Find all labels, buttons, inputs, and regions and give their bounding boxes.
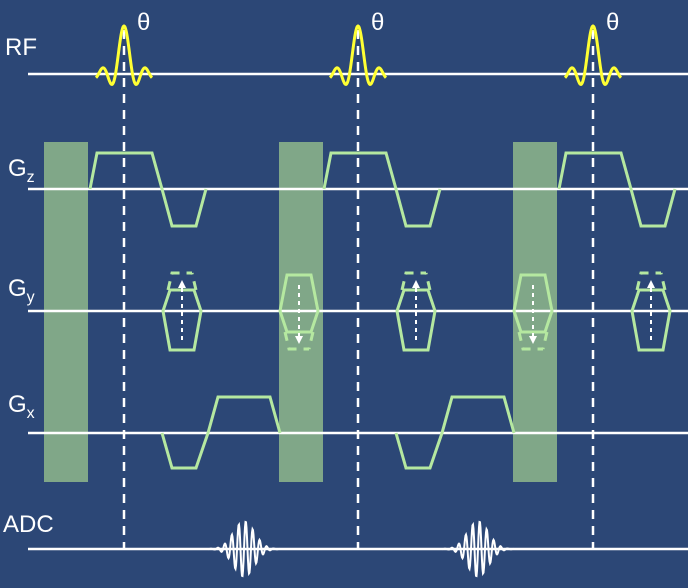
- gy-rewinder-step: [283, 331, 315, 351]
- gy-phase-encode-waveform: [161, 288, 203, 352]
- gy-phase-encode-step: [635, 271, 667, 291]
- row-label-gy: Gy: [8, 275, 35, 306]
- row-label-adc: ADC: [3, 511, 54, 538]
- adc-signals: [207, 520, 515, 578]
- flip-angle-label: θ: [606, 9, 619, 36]
- row-label-gz: Gz: [8, 155, 35, 186]
- gy-phase-encode-step: [166, 271, 198, 291]
- arrow-up-icon: [178, 280, 186, 288]
- gy-phase-encode-waveform: [395, 288, 437, 352]
- adc-echo-signal: [207, 520, 281, 578]
- arrow-down-icon: [529, 336, 537, 344]
- gz-slice-select-waveform: [322, 151, 442, 228]
- rf-pulses: [94, 24, 623, 86]
- gy-rewinder-waveform: [278, 273, 320, 334]
- arrow-up-icon: [647, 280, 655, 288]
- gradient-waveforms: [88, 151, 677, 470]
- rf-sinc-pulse: [94, 24, 154, 86]
- row-label-rf: RF: [5, 34, 37, 61]
- arrow-up-icon: [412, 280, 420, 288]
- gy-phase-encode-waveform: [630, 288, 672, 352]
- gx-readout-waveform: [394, 395, 516, 470]
- adc-echo-signal: [441, 520, 515, 578]
- gx-readout-waveform: [160, 395, 282, 470]
- gy-rewinder-step: [517, 331, 549, 351]
- row-label-gx: Gx: [8, 391, 35, 422]
- gz-slice-select-waveform: [557, 151, 677, 228]
- arrow-down-icon: [295, 336, 303, 344]
- gy-rewinder-waveform: [512, 273, 554, 334]
- rf-sinc-pulse: [328, 24, 388, 86]
- flip-angle-label: θ: [371, 9, 384, 36]
- gy-phase-encode-step: [400, 271, 432, 291]
- flip-angle-label: θ: [137, 9, 150, 36]
- gz-slice-select-waveform: [88, 151, 208, 228]
- rf-sinc-pulse: [563, 24, 623, 86]
